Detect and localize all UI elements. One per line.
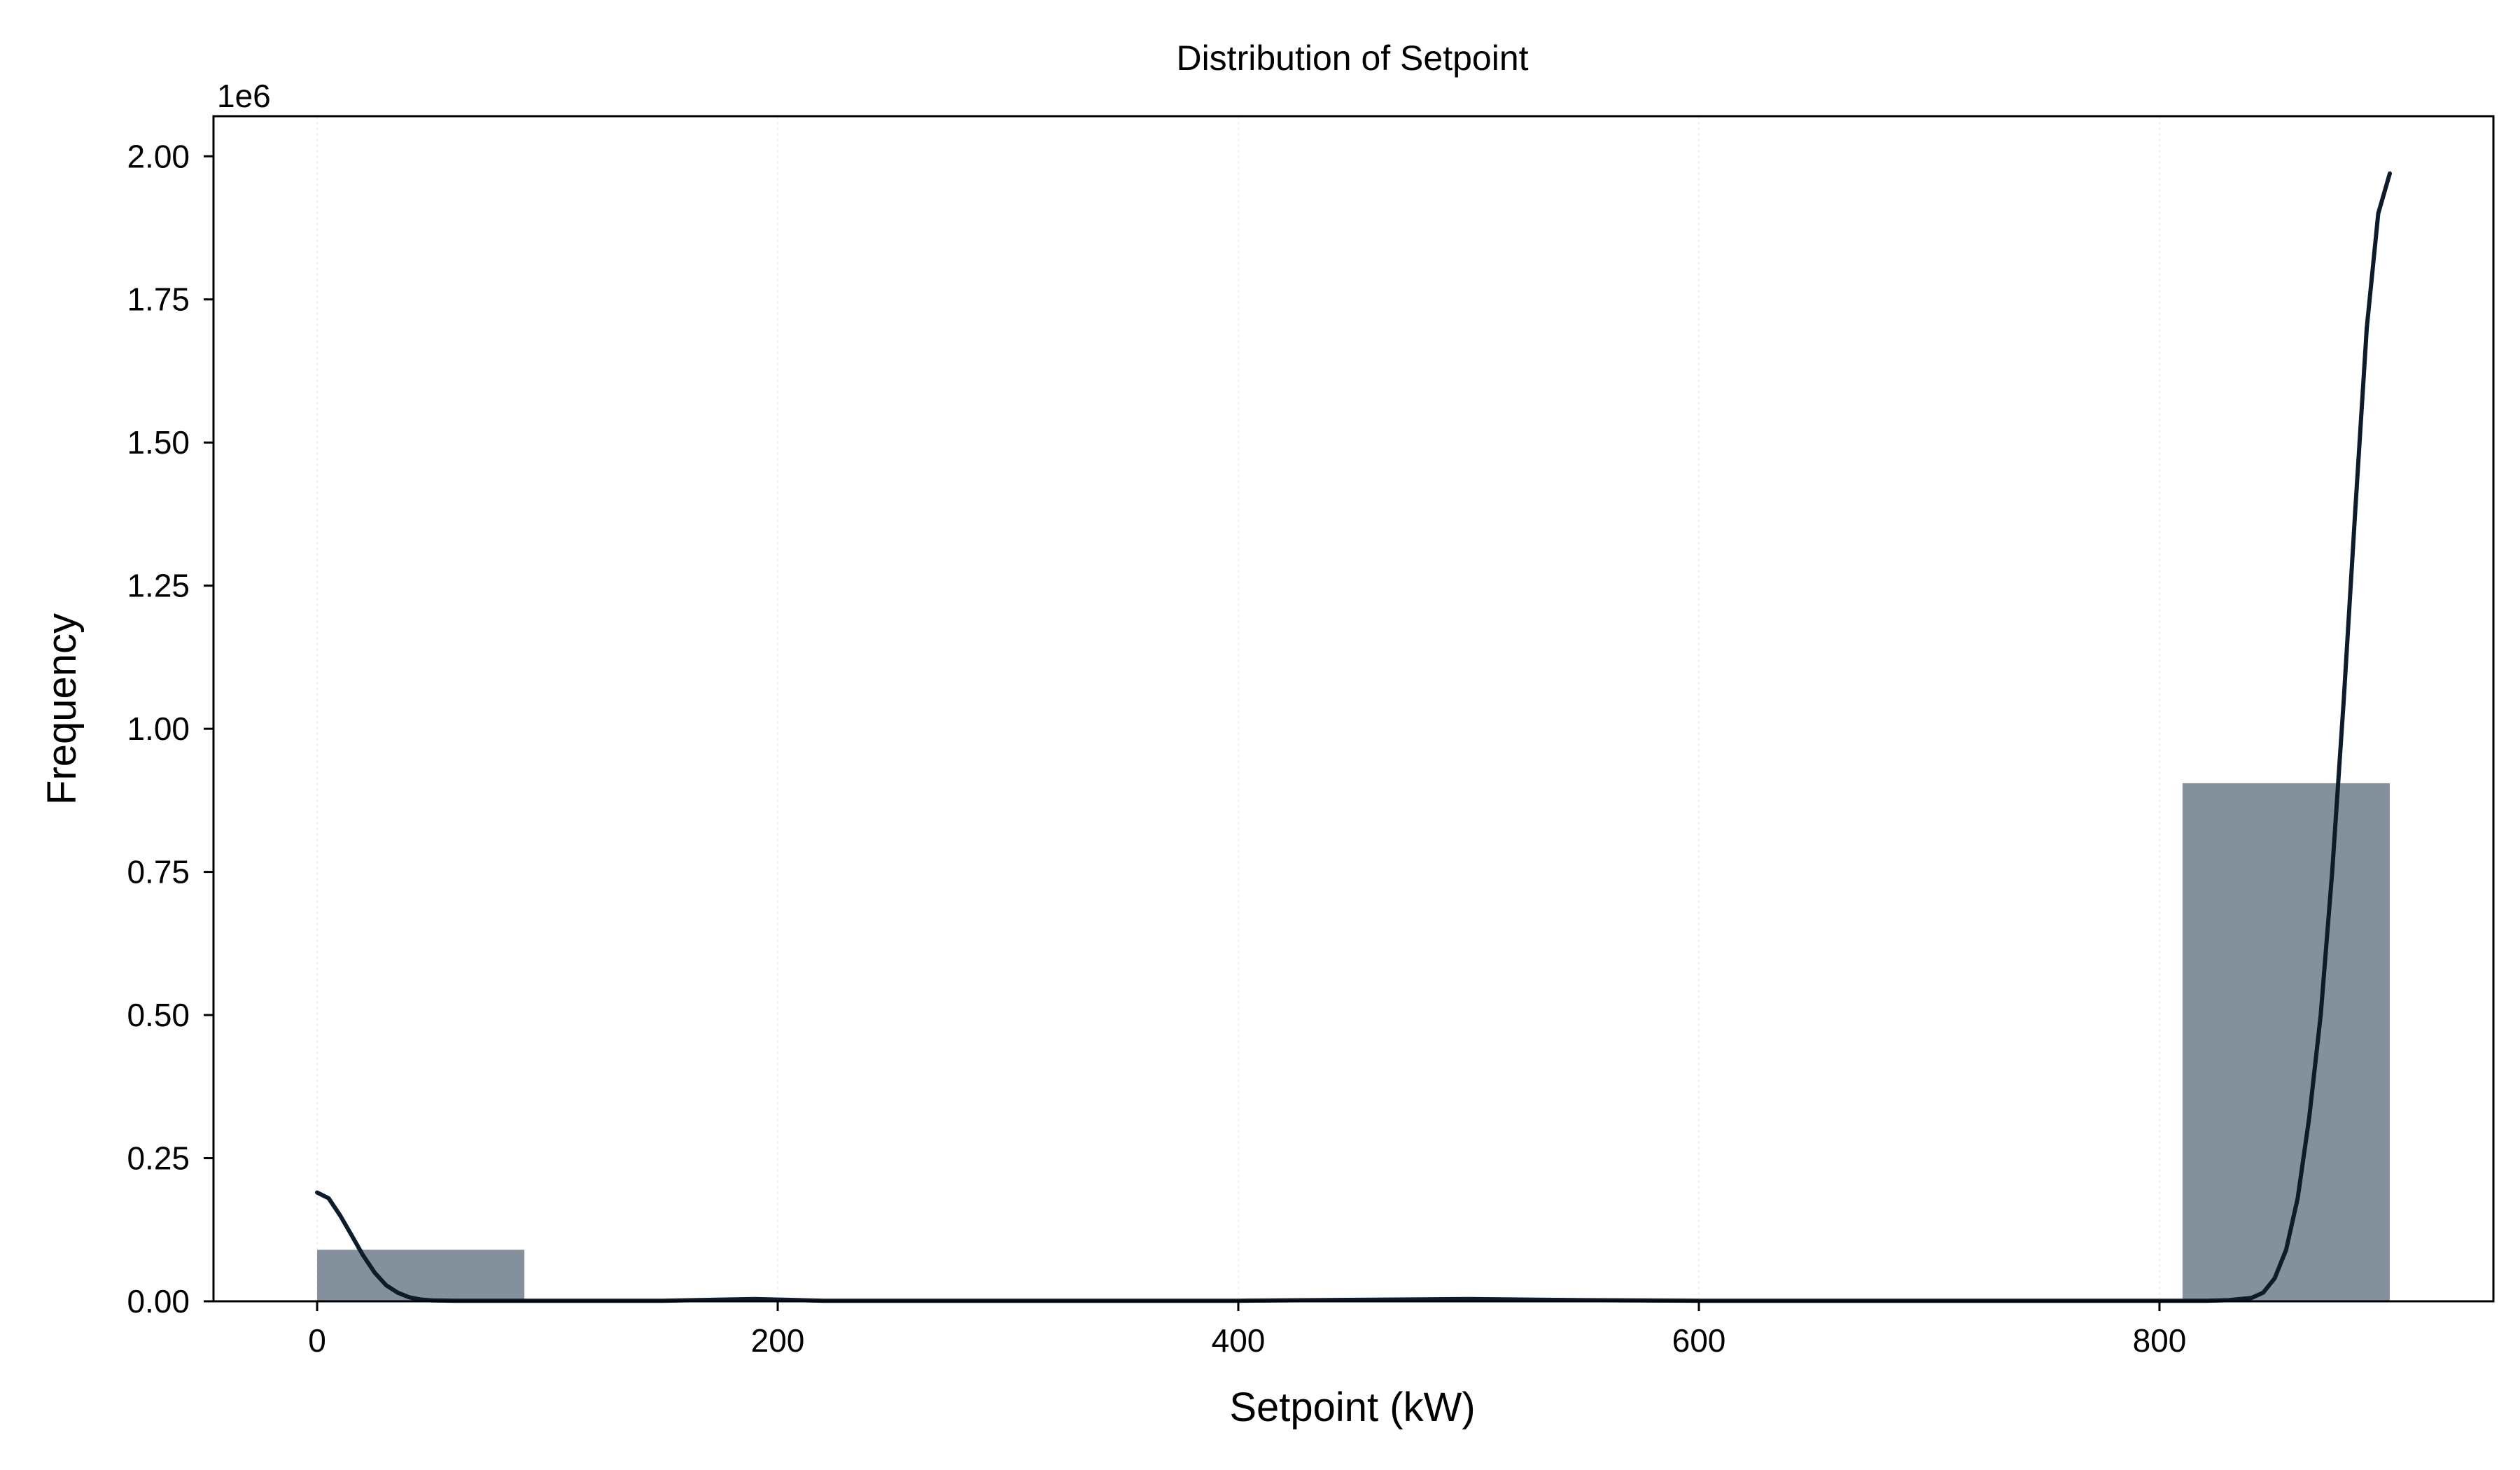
histogram-bar-0 [317, 1250, 525, 1301]
y-offset-label: 1e6 [217, 78, 271, 114]
chart-title: Distribution of Setpoint [1176, 38, 1528, 78]
grid-lines [316, 116, 2160, 1301]
x-tick-label-0: 0 [308, 1322, 326, 1359]
y-tick-label-3: 0.75 [127, 854, 190, 890]
histogram-bars [317, 783, 2390, 1301]
y-tick-label-5: 1.25 [127, 568, 190, 604]
y-tick-label-8: 2.00 [127, 138, 190, 174]
x-tick-label-4: 800 [2133, 1322, 2187, 1359]
x-tick-label-1: 200 [751, 1322, 805, 1359]
y-tick-label-2: 0.50 [127, 997, 190, 1033]
y-tick-label-6: 1.50 [127, 424, 190, 461]
y-axis-label: Frequency [39, 613, 85, 805]
y-tick-label-1: 0.25 [127, 1140, 190, 1177]
y-tick-label-0: 0.00 [127, 1283, 190, 1320]
x-tick-label-3: 600 [1672, 1322, 1726, 1359]
plot-frame [212, 115, 2495, 1303]
y-tick-label-4: 1.00 [127, 710, 190, 747]
x-tick-label-2: 400 [1212, 1322, 1266, 1359]
y-tick-label-7: 1.75 [127, 281, 190, 318]
histogram-bar-1 [2182, 783, 2390, 1301]
y-axis: 0.00 0.25 0.50 0.75 1.00 1.25 1.50 1.75 2.00 [127, 138, 214, 1320]
density-curve [315, 171, 2392, 1303]
x-axis-label: Setpoint (kW) [1229, 1385, 1475, 1430]
x-axis: 0 200 400 600 800 [308, 1301, 2186, 1359]
kde-line [315, 171, 2392, 1303]
